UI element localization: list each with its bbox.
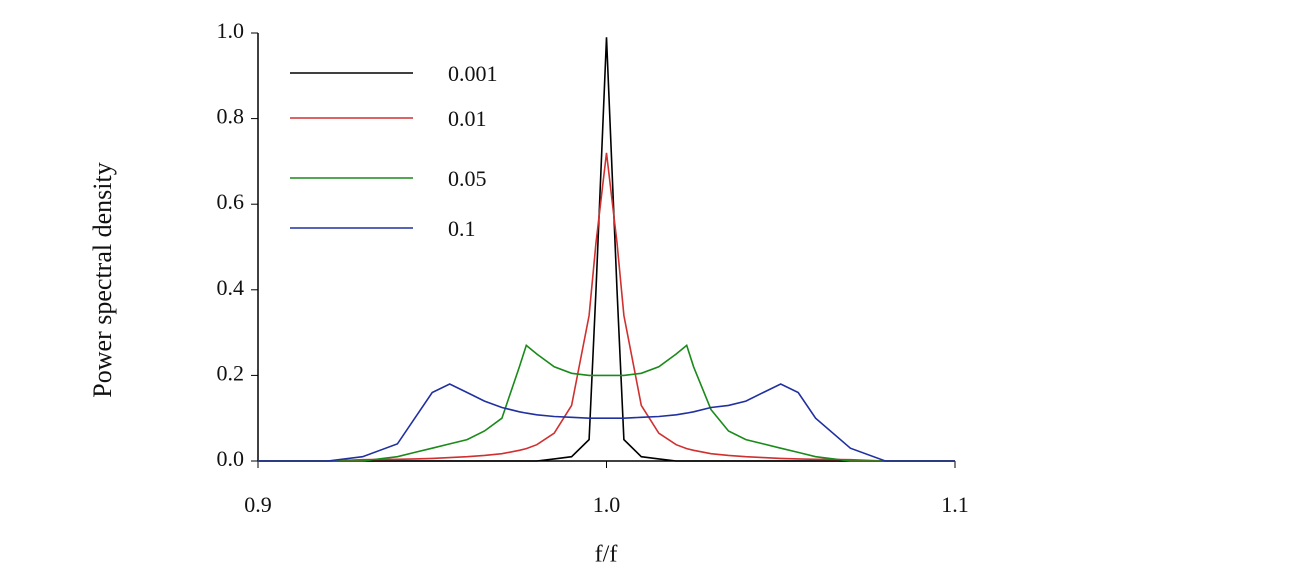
x-tick-label: 1.1 [941, 492, 969, 517]
x-tick-label: 0.9 [244, 492, 272, 517]
legend-label: 0.05 [448, 166, 487, 191]
x-axis-label: f/f [595, 542, 618, 566]
y-tick-label: 0.6 [217, 189, 245, 214]
y-tick-label: 0.8 [217, 104, 245, 129]
legend-label: 0.001 [448, 61, 498, 86]
y-tick-label: 0.0 [217, 446, 245, 471]
series-line [258, 152, 955, 462]
y-axis-label: Power spectral density [88, 162, 117, 397]
series-line [258, 344, 955, 462]
x-tick-label: 1.0 [593, 492, 621, 517]
y-tick-label: 0.2 [217, 360, 245, 385]
series-line [258, 383, 955, 462]
legend-label: 0.01 [448, 106, 487, 131]
series-line [258, 37, 955, 462]
legend-label: 0.1 [448, 216, 476, 241]
y-tick-label: 1.0 [217, 18, 245, 43]
y-tick-label: 0.4 [217, 275, 245, 300]
